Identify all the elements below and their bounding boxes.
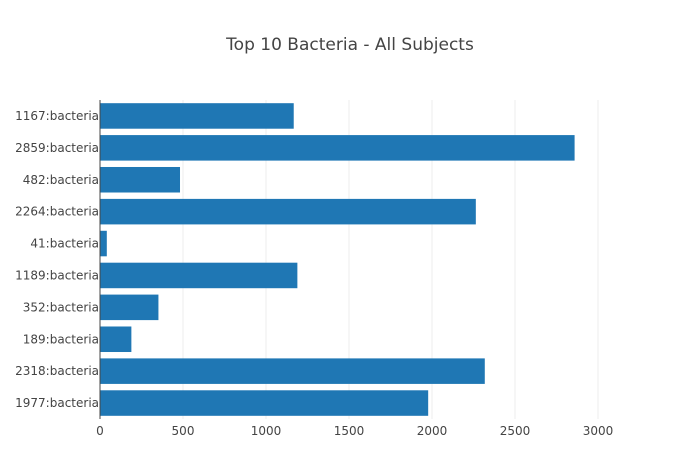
chart-title: Top 10 Bacteria - All Subjects	[225, 35, 474, 55]
y-tick-label: 1977:bacteria	[15, 396, 99, 410]
bar[interactable]	[100, 390, 429, 416]
y-tick-label: 1167:bacteria	[15, 109, 99, 123]
bar[interactable]	[100, 198, 476, 225]
y-tick-label: 189:bacteria	[23, 332, 99, 346]
x-axis-labels: 0 500 1000 1500 2000 2500 3000	[96, 424, 613, 438]
x-tick-label: 1500	[334, 424, 365, 438]
bar[interactable]	[100, 326, 132, 353]
y-tick-label: 482:bacteria	[23, 173, 99, 187]
y-axis-labels: 1167:bacteria 2859:bacteria 482:bacteria 22…	[15, 109, 99, 410]
bar[interactable]	[100, 358, 485, 384]
bars	[100, 103, 575, 416]
y-tick-label: 2318:bacteria	[15, 364, 99, 378]
bar[interactable]	[100, 262, 298, 289]
x-tick-label: 0	[96, 424, 104, 438]
x-tick-label: 2000	[417, 424, 448, 438]
y-tick-label: 2859:bacteria	[15, 141, 99, 155]
y-tick-label: 352:bacteria	[23, 300, 99, 314]
bar[interactable]	[100, 294, 159, 321]
bar[interactable]	[100, 230, 107, 257]
x-tick-label: 2500	[500, 424, 531, 438]
x-tick-label: 500	[172, 424, 195, 438]
y-tick-label: 1189:bacteria	[15, 268, 99, 282]
x-tick-label: 3000	[583, 424, 614, 438]
x-tick-label: 1000	[251, 424, 282, 438]
y-tick-label: 2264:bacteria	[15, 205, 99, 219]
bar[interactable]	[100, 166, 181, 193]
bar[interactable]	[100, 135, 575, 161]
y-tick-label: 41:bacteria	[30, 237, 99, 251]
bar[interactable]	[100, 103, 294, 129]
